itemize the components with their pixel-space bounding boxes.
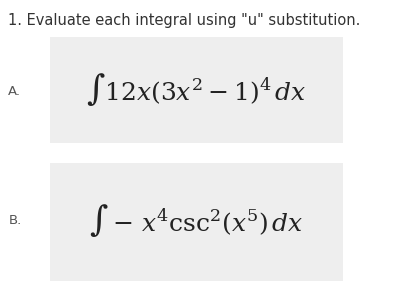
Text: $\int 12x(3x^2 - 1)^4\, dx$: $\int 12x(3x^2 - 1)^4\, dx$ (86, 71, 307, 108)
Text: $\int -\, x^4\mathrm{csc}^2(x^5)\, dx$: $\int -\, x^4\mathrm{csc}^2(x^5)\, dx$ (89, 202, 304, 239)
Text: A.: A. (8, 85, 21, 98)
FancyBboxPatch shape (50, 37, 343, 143)
Text: B.: B. (8, 214, 22, 227)
Text: 1. Evaluate each integral using "u" substitution.: 1. Evaluate each integral using "u" subs… (8, 13, 361, 28)
FancyBboxPatch shape (50, 163, 343, 281)
